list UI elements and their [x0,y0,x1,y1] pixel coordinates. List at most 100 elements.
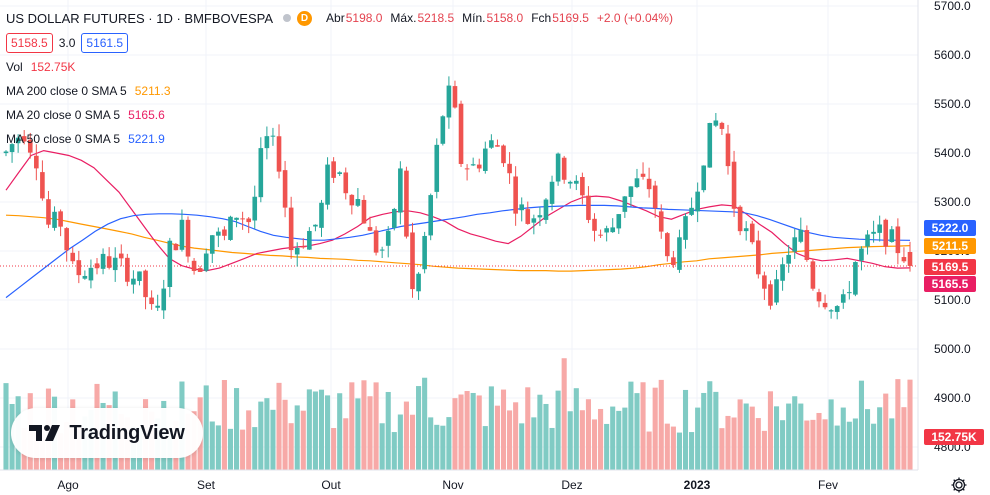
candle-body [756,240,761,275]
close-label: Fch [531,11,552,25]
price-label-box [924,276,976,292]
candle-body [276,136,282,172]
price-tick-label: 4900.0 [934,391,971,405]
candle-body [106,256,112,268]
close-value: 5169.5 [552,11,589,25]
volume-bar [519,423,525,470]
volume-bar [749,406,755,470]
volume-bar [743,403,749,470]
candle-body [34,155,39,169]
tradingview-logo-text: TradingView [69,421,185,444]
volume-bar [628,381,634,470]
price-label-text: 5222.0 [932,221,969,235]
candle-body [234,217,239,220]
legend-vol-row[interactable]: Vol 152.75K [6,55,681,79]
candle-body [216,231,221,236]
low-label: Mín. [462,11,486,25]
candle-body [185,219,191,257]
buy-price-button[interactable]: 5161.5 [81,33,129,53]
volume-bar [494,405,500,470]
price-label-box [924,259,976,275]
candle-body [877,224,882,233]
candle-body [179,219,185,250]
ma50-label: MA 50 close 0 SMA 5 [6,132,121,146]
candle-body [780,264,785,281]
candle-body [252,196,258,221]
volume-bar [385,391,391,470]
volume-bar [792,396,798,470]
symbol-title[interactable]: US DOLLAR FUTURES · 1D · BMFBOVESPA [6,10,274,26]
legend-ma20-row[interactable]: MA 20 close 0 SMA 5 5165.6 [6,103,681,127]
volume-bar [240,429,246,470]
price-tick-label: 5600.0 [934,48,971,62]
volume-bar [773,406,780,470]
volume-bar [373,382,379,470]
volume-bar [434,424,440,470]
candle-body [82,275,88,279]
volume-bar [270,409,276,470]
candle-body [294,247,300,255]
volume-bar [828,399,834,470]
candle-body [768,284,773,306]
candle-body [373,230,379,253]
volume-bar [852,418,858,470]
candle-body [149,297,154,305]
candle-body [282,170,288,208]
candle-body [804,230,810,260]
volume-bar [531,417,537,470]
candle-body [100,253,106,269]
candle-body [719,122,725,129]
candle-body [598,234,603,236]
candle-body [901,257,907,262]
volume-bar [816,412,822,470]
time-tick-label: Nov [442,478,463,492]
volume-bar [482,426,488,470]
volume-bar [567,411,573,470]
sell-price-button[interactable]: 5158.5 [6,33,53,53]
volume-bar [464,391,470,470]
legend-price-row: 5158.5 3.0 5161.5 [6,31,681,55]
candle-body [531,218,537,223]
candle-body [88,267,94,281]
high-value: 5218.5 [417,11,455,25]
candle-body [859,248,864,261]
volume-bar [282,399,288,470]
tradingview-logo[interactable]: TradingView [11,408,203,458]
spread-value: 3.0 [58,36,76,50]
volume-bar [846,421,852,470]
candle-body [525,209,531,224]
gear-icon[interactable] [950,476,968,494]
candle-body [689,207,694,215]
chart-legend: US DOLLAR FUTURES · 1D · BMFBOVESPA D Ab… [6,6,681,151]
volume-bar [203,385,209,470]
volume-bar [264,398,270,470]
candle-body [288,207,294,251]
candle-body [143,270,148,298]
legend-ma50-row[interactable]: MA 50 close 0 SMA 5 5221.9 [6,127,681,151]
volume-bar [470,392,476,470]
candle-body [94,263,100,269]
candle-body [592,218,597,231]
candle-body [446,85,452,118]
volume-bar [525,387,531,470]
volume-bar [288,423,294,470]
candle-body [537,215,543,218]
candle-body [125,257,130,282]
legend-ma200-row[interactable]: MA 200 close 0 SMA 5 5211.3 [6,79,681,103]
candle-body [391,208,397,228]
volume-bar [276,382,282,470]
candlesticks [3,76,913,320]
candle-body [853,262,858,295]
candle-body [586,195,591,220]
candle-body [264,136,270,149]
volume-bar [349,382,355,470]
volume-bar [416,386,422,470]
candle-body [9,144,15,153]
candle-body [640,173,646,177]
candle-body [270,135,276,137]
interval-badge: D [297,10,313,26]
candle-body [634,178,640,188]
candle-body [840,294,846,303]
volume-bar [786,403,792,470]
volume-bar [889,418,895,470]
